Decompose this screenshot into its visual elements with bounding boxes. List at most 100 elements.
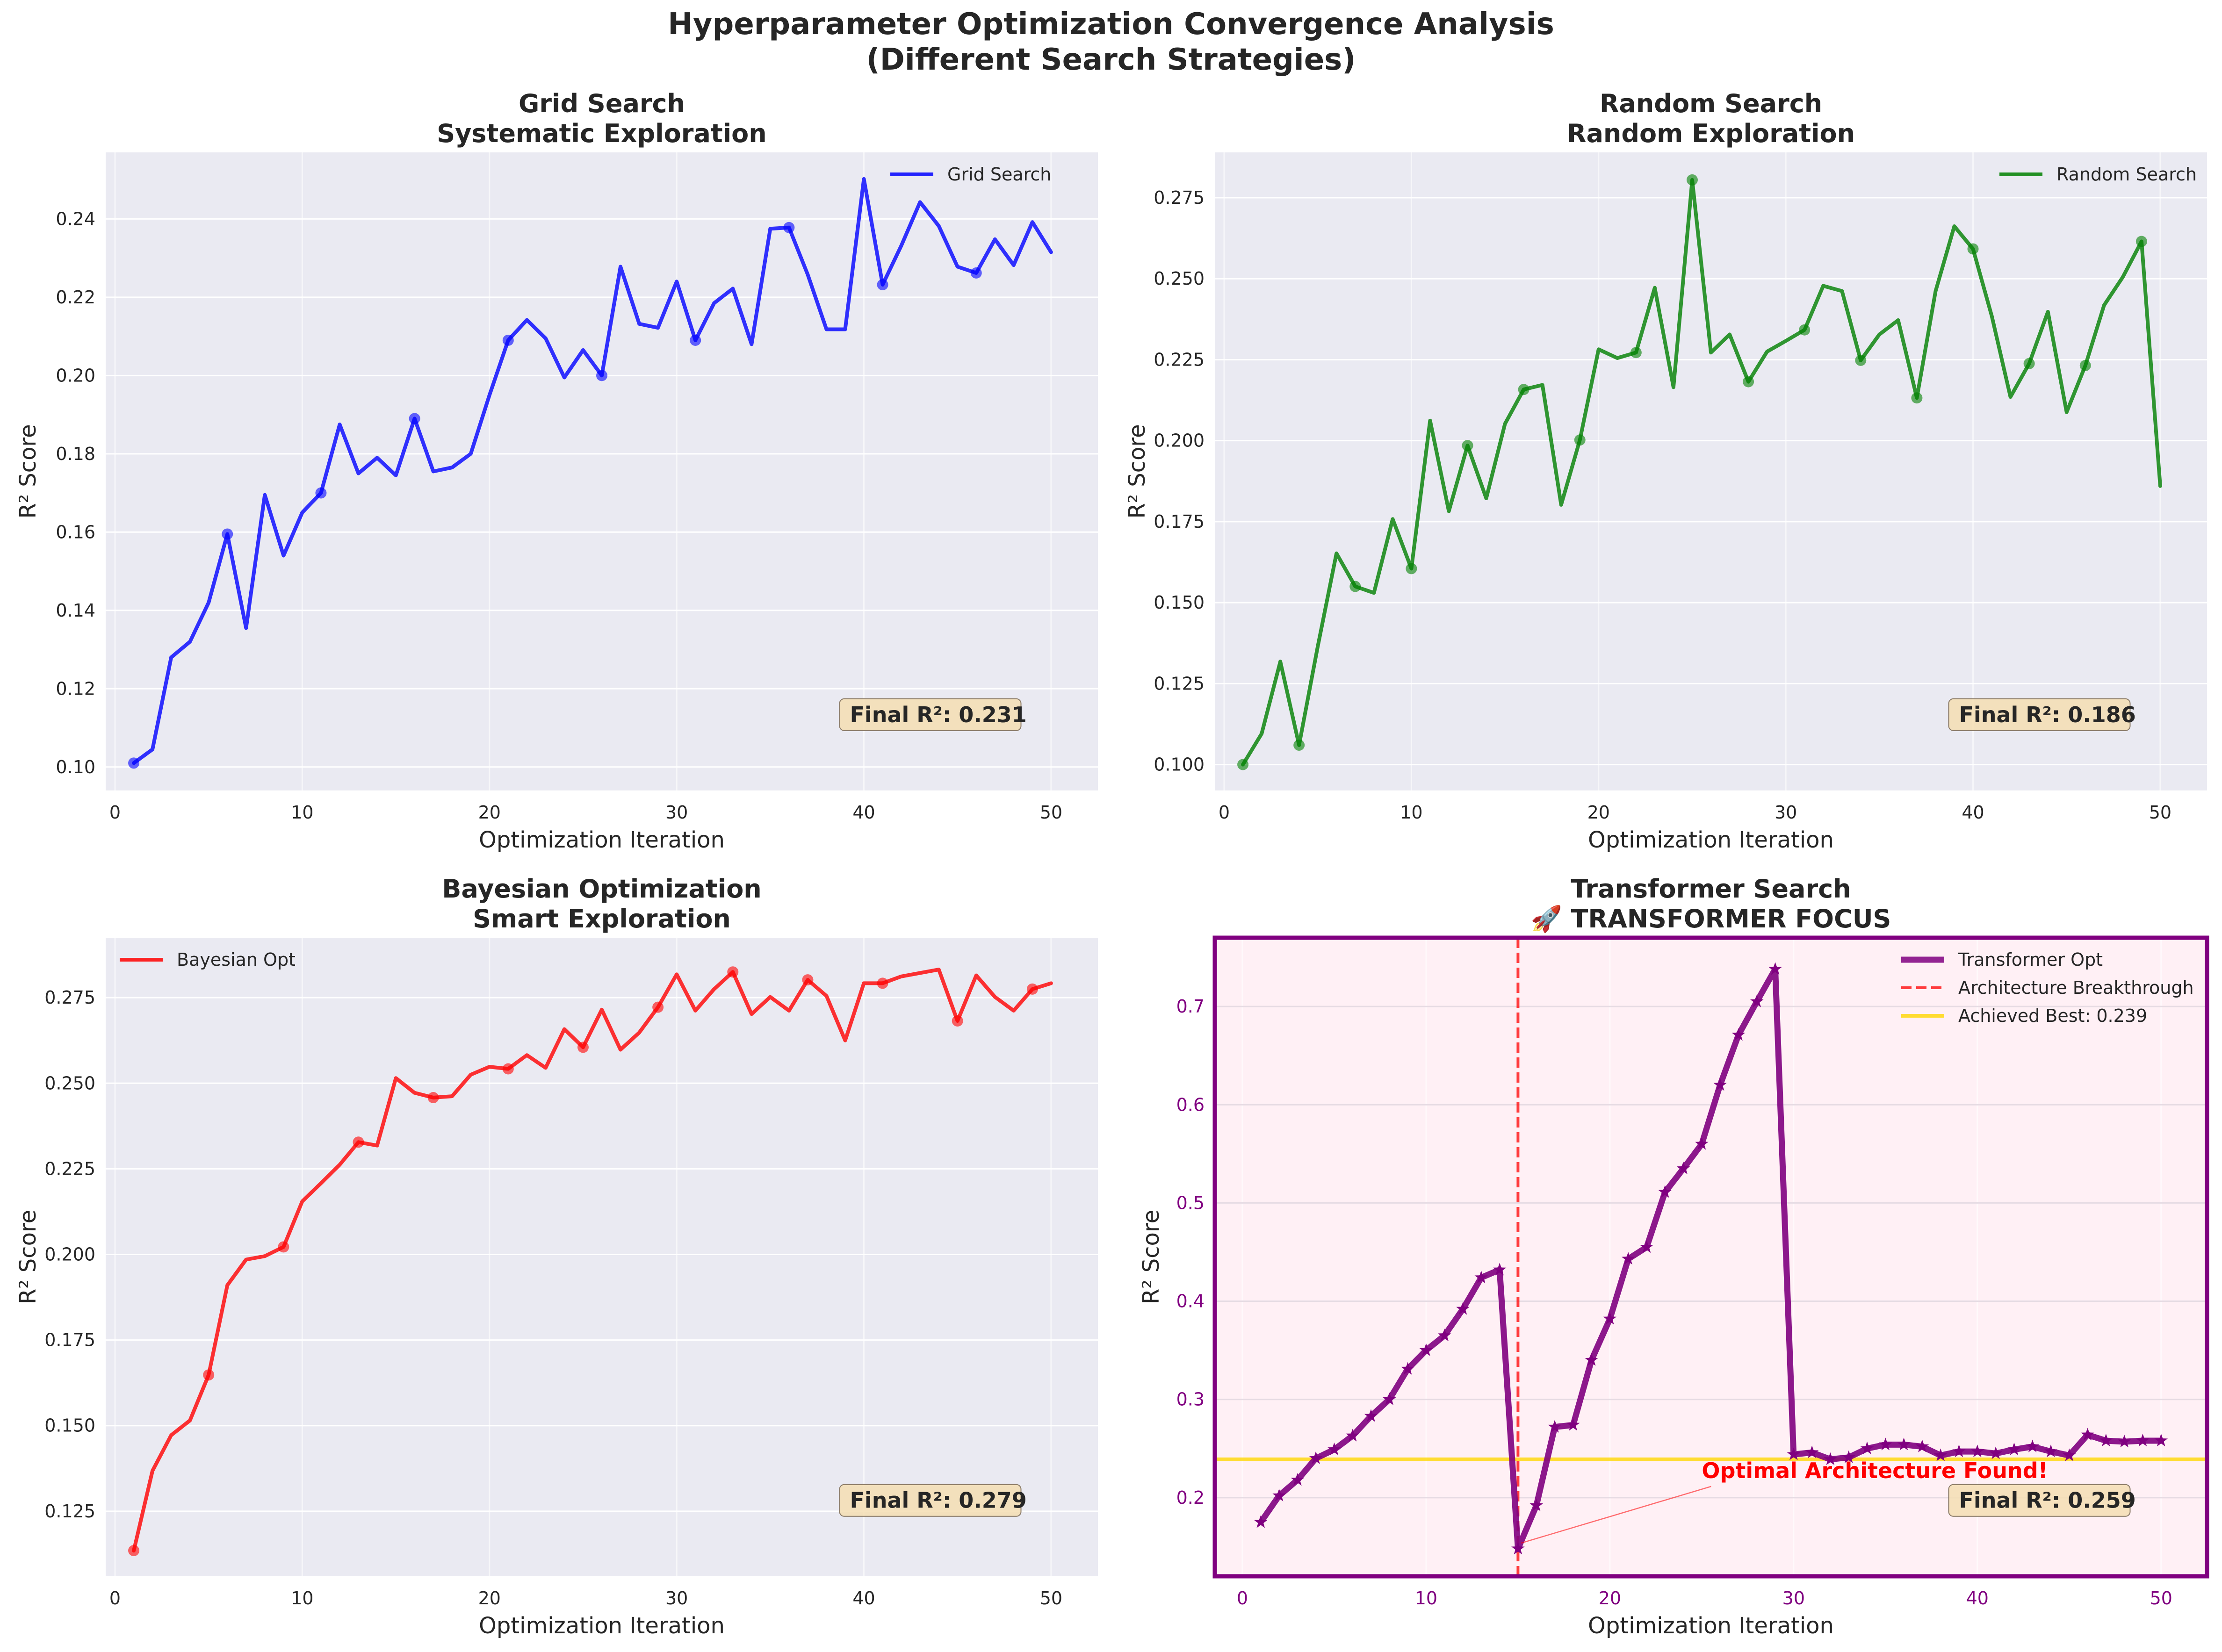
y-tick-label: 0.175 (44, 1330, 95, 1350)
panel-subtitle: Systematic Exploration (437, 119, 766, 148)
y-tick-label: 0.20 (56, 365, 95, 386)
legend: Bayesian Opt (120, 949, 296, 970)
data-point (1713, 1078, 1727, 1091)
panel-subtitle: Random Exploration (1567, 119, 1855, 148)
data-point (1585, 1353, 1598, 1366)
y-tick-label: 0.150 (44, 1415, 95, 1436)
data-point (1566, 1418, 1580, 1431)
data-point (1768, 962, 1782, 975)
chart-panel-4: Transformer Search🚀 TRANSFORMER FOCUS 0 10… (1138, 874, 2209, 1639)
panel-subtitle: Smart Exploration (473, 904, 731, 934)
x-tick-label: 50 (2150, 1588, 2172, 1609)
data-point (1462, 440, 1473, 452)
y-tick-label: 0.225 (1154, 349, 1205, 370)
data-point (1787, 1447, 1801, 1460)
data-point (1349, 581, 1361, 592)
data-point (1293, 739, 1305, 751)
y-tick-label: 0.275 (44, 987, 95, 1008)
y-tick-label: 0.125 (1154, 673, 1205, 694)
data-point (1574, 434, 1586, 446)
data-point (502, 1063, 514, 1075)
data-point (1026, 983, 1038, 995)
annotation-arrow (1521, 1486, 1711, 1544)
data-point (2007, 1442, 2021, 1455)
x-tick-label: 10 (1400, 802, 1422, 823)
data-point (1511, 1542, 1525, 1555)
x-tick-label: 10 (1415, 1588, 1437, 1609)
data-point (1419, 1343, 1433, 1356)
data-point (1805, 1445, 1819, 1458)
data-point (1456, 1302, 1470, 1315)
data-point (970, 267, 982, 279)
data-point (1842, 1450, 1855, 1463)
data-point (2135, 236, 2147, 247)
data-point (2026, 1439, 2039, 1452)
data-point (577, 1041, 589, 1053)
final-score-label: Final R²: 0.279 (850, 1488, 1027, 1513)
data-point (2136, 1434, 2150, 1447)
plot-background (106, 938, 1098, 1576)
legend-label: Grid Search (947, 164, 1051, 185)
y-tick-label: 0.225 (44, 1158, 95, 1179)
data-point (1855, 354, 1867, 366)
data-point (1529, 1498, 1543, 1511)
data-point (1548, 1420, 1562, 1433)
y-tick-label: 0.16 (56, 522, 95, 542)
data-point (1437, 1329, 1451, 1342)
final-score-box (839, 698, 1022, 731)
x-axis-label: Optimization Iteration (1588, 827, 1834, 853)
data-point (353, 1136, 364, 1148)
data-point (727, 966, 739, 978)
panel-title: Grid Search (519, 89, 685, 118)
y-tick-label: 0.7 (1176, 996, 1205, 1017)
data-point (1364, 1409, 1378, 1422)
x-tick-label: 30 (665, 802, 688, 823)
data-point (2081, 1428, 2094, 1441)
x-tick-label: 50 (1040, 1588, 1062, 1609)
data-point (1346, 1429, 1359, 1442)
data-point (315, 487, 327, 499)
data-point (1695, 1137, 1709, 1150)
x-tick-label: 0 (109, 1588, 121, 1609)
data-point (222, 528, 233, 540)
data-point (1272, 1488, 1286, 1501)
data-point (1493, 1263, 1507, 1276)
y-tick-label: 0.125 (44, 1501, 95, 1522)
x-tick-label: 0 (1237, 1588, 1248, 1609)
series-line (132, 177, 1053, 765)
figure-title-line-1: Hyperparameter Optimization Convergence … (668, 7, 1554, 42)
figure-title: Hyperparameter Optimization Convergence … (0, 7, 2222, 78)
y-tick-label: 0.4 (1176, 1291, 1205, 1312)
legend-label: Architecture Breakthrough (1958, 977, 2194, 998)
data-point (1474, 1271, 1488, 1284)
data-point (1915, 1439, 1929, 1452)
data-point (1897, 1437, 1911, 1451)
data-point (690, 334, 701, 346)
y-tick-label: 0.200 (1154, 431, 1205, 451)
final-score-label: Final R²: 0.231 (850, 702, 1027, 727)
y-tick-label: 0.14 (56, 600, 95, 621)
data-point (1911, 392, 1923, 404)
data-point (203, 1369, 215, 1381)
data-point (877, 977, 888, 989)
data-point (1750, 994, 1764, 1007)
y-tick-label: 0.10 (56, 757, 95, 777)
x-tick-label: 50 (2149, 802, 2172, 823)
data-point (2023, 358, 2035, 369)
data-point (2063, 1448, 2076, 1461)
final-score-box (1948, 1484, 2131, 1517)
x-tick-label: 40 (1962, 802, 1984, 823)
x-tick-label: 30 (1782, 1588, 1805, 1609)
y-tick-label: 0.22 (56, 287, 95, 308)
x-tick-label: 0 (1219, 802, 1230, 823)
x-tick-label: 50 (1040, 802, 1062, 823)
legend-label: Achieved Best: 0.239 (1958, 1006, 2147, 1026)
data-point (1967, 243, 1979, 255)
x-tick-label: 10 (291, 802, 313, 823)
data-point (1640, 1240, 1653, 1253)
data-point (1989, 1446, 2003, 1459)
data-point (652, 1001, 664, 1013)
data-point (1383, 1392, 1396, 1405)
